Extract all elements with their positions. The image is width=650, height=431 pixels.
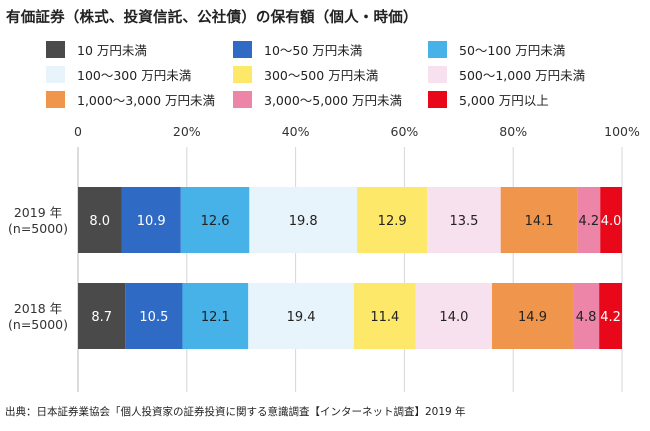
bar-segment (427, 187, 501, 253)
bar-value-label: 8.0 (89, 214, 110, 229)
bar-segment (600, 187, 622, 253)
bar-segment (182, 283, 249, 349)
legend-label: 100～300 万円未満 (77, 67, 192, 83)
legend-item: 1,000～3,000 万円未満 (46, 90, 215, 108)
x-tick-label: 40% (282, 124, 310, 139)
x-tick-label: 100% (604, 124, 640, 139)
bar-value-label: 8.7 (91, 310, 112, 325)
legend-label: 50～100 万円未満 (459, 42, 566, 58)
legend-label: 1,000～3,000 万円未満 (77, 92, 216, 108)
bar-segment (248, 283, 354, 349)
legend-swatch (233, 65, 252, 83)
bar-segment (415, 283, 492, 349)
bar-value-label: 19.4 (287, 310, 316, 325)
chart-legend: 10 万円未満 10～50 万円未満 50～100 万円未満 100～300 万円未満… (46, 40, 646, 110)
bar-value-label: 10.5 (139, 310, 168, 325)
legend-swatch (46, 90, 65, 108)
category-label-n: (n=5000) (8, 317, 68, 332)
bar-value-label: 19.8 (289, 214, 318, 229)
bar-value-label: 12.1 (201, 310, 230, 325)
bar-value-label: 13.5 (449, 214, 478, 229)
legend-swatch (233, 90, 252, 108)
bar-segment (249, 187, 358, 253)
legend-item: 3,000～5,000 万円未満 (233, 90, 402, 108)
legend-label: 500～1,000 万円未満 (459, 67, 586, 83)
legend-item: 10～50 万円未満 (233, 40, 362, 58)
bar-segment (353, 283, 416, 349)
legend-swatch (233, 40, 252, 58)
bar-value-label: 10.9 (137, 214, 166, 229)
bar-segment (577, 187, 601, 253)
bar-value-label: 14.0 (439, 310, 468, 325)
legend-label: 10 万円未満 (77, 42, 147, 58)
legend-item: 100～300 万円未満 (46, 65, 191, 83)
bar-segment (599, 283, 622, 349)
legend-label: 10～50 万円未満 (264, 42, 363, 58)
legend-label: 3,000～5,000 万円未満 (264, 92, 403, 108)
legend-swatch (46, 40, 65, 58)
legend-swatch (428, 40, 447, 58)
bar-value-label: 4.2 (600, 310, 621, 325)
legend-item: 5,000 万円以上 (428, 90, 549, 108)
bar-segment (78, 187, 122, 253)
bar-value-label: 14.1 (525, 214, 554, 229)
x-tick-label: 60% (391, 124, 419, 139)
legend-item: 10 万円未満 (46, 40, 147, 58)
chart-title: 有価証券（株式、投資信託、公社債）の保有額（個人・時価） (6, 10, 418, 26)
bar-segment (180, 187, 250, 253)
bar-value-label: 12.9 (378, 214, 407, 229)
legend-swatch (428, 90, 447, 108)
legend-label: 300～500 万円未満 (264, 67, 379, 83)
x-tick-label: 80% (499, 124, 527, 139)
legend-item: 500～1,000 万円未満 (428, 65, 585, 83)
category-label-year: 2018 年 (14, 301, 62, 316)
bar-segment (78, 283, 126, 349)
legend-label: 5,000 万円以上 (459, 92, 549, 108)
bar-value-label: 14.9 (518, 310, 547, 325)
legend-item: 50～100 万円未満 (428, 40, 565, 58)
bar-segment (121, 187, 181, 253)
bar-value-label: 4.8 (576, 310, 597, 325)
bar-value-label: 4.2 (578, 214, 599, 229)
legend-swatch (46, 65, 65, 83)
source-note: 出典：日本証券業協会「個人投資家の証券投資に関する意識調査【インターネット調査】… (5, 406, 466, 418)
bar-segment (500, 187, 578, 253)
x-tick-label: 20% (173, 124, 201, 139)
bar-value-label: 12.6 (201, 214, 230, 229)
bar-value-label: 11.4 (370, 310, 399, 325)
legend-item: 300～500 万円未満 (233, 65, 378, 83)
x-tick-label: 0 (74, 124, 82, 139)
bar-segment (573, 283, 600, 349)
legend-swatch (428, 65, 447, 83)
category-label-year: 2019 年 (14, 205, 62, 220)
bar-segment (491, 283, 574, 349)
bar-value-label: 4.0 (601, 214, 622, 229)
bar-segment (125, 283, 183, 349)
bar-segment (357, 187, 428, 253)
category-label-n: (n=5000) (8, 221, 68, 236)
